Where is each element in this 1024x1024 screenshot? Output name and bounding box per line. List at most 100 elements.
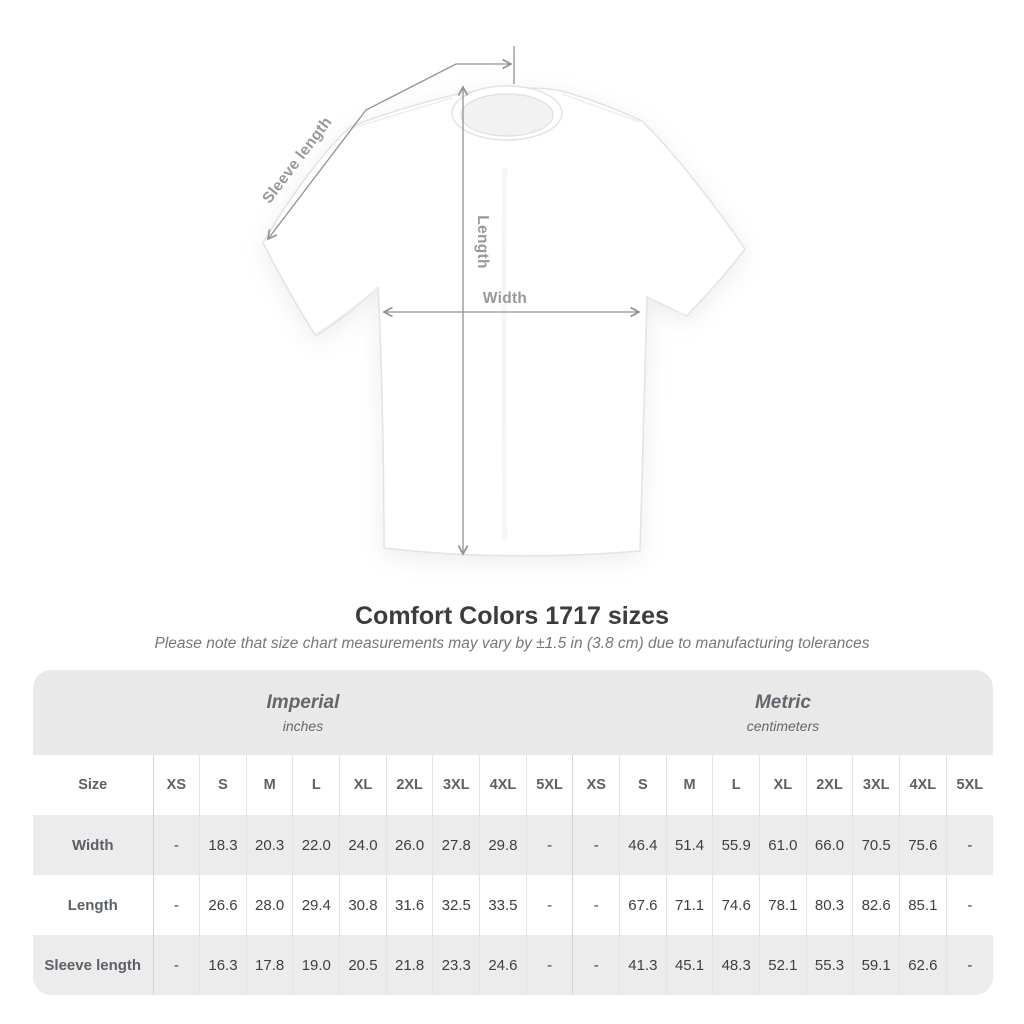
size-header-cell: 2XL bbox=[805, 755, 853, 815]
size-header-cell: L bbox=[292, 755, 340, 815]
value-cell: 29.4 bbox=[292, 875, 340, 935]
row-label: Sleeve length bbox=[33, 935, 153, 995]
unit-group-metric: Metric centimeters bbox=[572, 670, 993, 755]
value-cell: 26.0 bbox=[385, 815, 433, 875]
value-cell: 78.1 bbox=[759, 875, 807, 935]
value-cell: 27.8 bbox=[432, 815, 480, 875]
size-table-card: Imperial inches Metric centimeters Size … bbox=[33, 670, 993, 995]
value-cell: 31.6 bbox=[385, 875, 433, 935]
value-cell: - bbox=[152, 875, 200, 935]
value-cell: 71.1 bbox=[665, 875, 713, 935]
value-cell: 20.5 bbox=[339, 935, 387, 995]
size-header-cell: 4XL bbox=[899, 755, 947, 815]
value-cell: 80.3 bbox=[805, 875, 853, 935]
size-header-cell: M bbox=[245, 755, 293, 815]
value-cell: - bbox=[152, 935, 200, 995]
tshirt-svg: Sleeve length Length Width bbox=[259, 46, 746, 557]
value-cell: - bbox=[572, 875, 620, 935]
size-header-cell: XL bbox=[339, 755, 387, 815]
value-cell: 28.0 bbox=[245, 875, 293, 935]
size-header-cell: 3XL bbox=[432, 755, 480, 815]
value-cell: 33.5 bbox=[479, 875, 527, 935]
value-cell: 55.3 bbox=[805, 935, 853, 995]
imperial-label: Imperial bbox=[266, 691, 340, 713]
size-header-cell: 4XL bbox=[479, 755, 527, 815]
value-cell: 82.6 bbox=[852, 875, 900, 935]
value-cell: 24.0 bbox=[339, 815, 387, 875]
size-header-cell: S bbox=[619, 755, 667, 815]
value-cell: 67.6 bbox=[619, 875, 667, 935]
size-header-cell: XS bbox=[152, 755, 200, 815]
value-cell: 23.3 bbox=[432, 935, 480, 995]
row-label: Width bbox=[33, 815, 153, 875]
value-cell: 74.6 bbox=[712, 875, 760, 935]
width-row: Width - 18.3 20.3 22.0 24.0 26.0 27.8 29… bbox=[33, 815, 993, 875]
value-cell: 59.1 bbox=[852, 935, 900, 995]
value-cell: 17.8 bbox=[245, 935, 293, 995]
value-cell: 48.3 bbox=[712, 935, 760, 995]
value-cell: - bbox=[945, 875, 993, 935]
size-header-cell: S bbox=[199, 755, 247, 815]
value-cell: - bbox=[945, 935, 993, 995]
value-cell: 51.4 bbox=[665, 815, 713, 875]
fabric-crease bbox=[501, 167, 508, 541]
value-cell: 20.3 bbox=[245, 815, 293, 875]
metric-label: Metric bbox=[754, 691, 811, 713]
size-header-cell: L bbox=[712, 755, 760, 815]
value-cell: 32.5 bbox=[432, 875, 480, 935]
size-header-cell: 2XL bbox=[385, 755, 433, 815]
value-cell: 85.1 bbox=[899, 875, 947, 935]
value-cell: 21.8 bbox=[385, 935, 433, 995]
width-label: Width bbox=[483, 290, 527, 307]
size-header-cell: XL bbox=[759, 755, 807, 815]
value-cell: 75.6 bbox=[899, 815, 947, 875]
shoulder-seam-right bbox=[561, 93, 641, 123]
value-cell: - bbox=[525, 875, 573, 935]
value-cell: 22.0 bbox=[292, 815, 340, 875]
tshirt-image bbox=[262, 85, 746, 557]
value-cell: 52.1 bbox=[759, 935, 807, 995]
value-cell: 24.6 bbox=[479, 935, 527, 995]
value-cell: - bbox=[525, 935, 573, 995]
length-row: Length - 26.6 28.0 29.4 30.8 31.6 32.5 3… bbox=[33, 875, 993, 935]
length-label: Length bbox=[474, 215, 491, 268]
value-cell: 30.8 bbox=[339, 875, 387, 935]
value-cell: 62.6 bbox=[899, 935, 947, 995]
value-cell: 70.5 bbox=[852, 815, 900, 875]
measurement-lines bbox=[266, 46, 641, 556]
value-cell: - bbox=[572, 935, 620, 995]
size-header-cell: 5XL bbox=[945, 755, 993, 815]
unit-header-row: Imperial inches Metric centimeters bbox=[33, 670, 993, 755]
page-title: Comfort Colors 1717 sizes bbox=[355, 602, 669, 630]
value-cell: 66.0 bbox=[805, 815, 853, 875]
sleeve-length-row: Sleeve length - 16.3 17.8 19.0 20.5 21.8… bbox=[33, 935, 993, 995]
value-cell: - bbox=[945, 815, 993, 875]
neck-opening bbox=[460, 93, 554, 137]
value-cell: - bbox=[572, 815, 620, 875]
value-cell: 18.3 bbox=[199, 815, 247, 875]
value-cell: 26.6 bbox=[199, 875, 247, 935]
tolerance-note: Please note that size chart measurements… bbox=[154, 635, 870, 652]
size-column-header: Size bbox=[33, 755, 153, 815]
sleeve-seam-left bbox=[315, 287, 378, 335]
size-header-row: Size XS S M L XL 2XL 3XL 4XL 5XL XS S M … bbox=[33, 755, 993, 815]
size-table: Imperial inches Metric centimeters Size … bbox=[33, 670, 993, 995]
size-header-cell: XS bbox=[572, 755, 620, 815]
value-cell: 45.1 bbox=[665, 935, 713, 995]
value-cell: 61.0 bbox=[759, 815, 807, 875]
unit-group-imperial: Imperial inches bbox=[33, 670, 573, 755]
size-header-cell: M bbox=[665, 755, 713, 815]
tshirt-diagram: Sleeve length Length Width bbox=[259, 46, 746, 557]
size-header-cell: 3XL bbox=[852, 755, 900, 815]
value-cell: - bbox=[525, 815, 573, 875]
value-cell: 16.3 bbox=[199, 935, 247, 995]
metric-unit: centimeters bbox=[746, 717, 820, 734]
value-cell: 29.8 bbox=[479, 815, 527, 875]
value-cell: 46.4 bbox=[619, 815, 667, 875]
size-header-cell: 5XL bbox=[525, 755, 573, 815]
value-cell: - bbox=[152, 815, 200, 875]
value-cell: 55.9 bbox=[712, 815, 760, 875]
imperial-unit: inches bbox=[282, 717, 324, 734]
row-label: Length bbox=[33, 875, 153, 935]
